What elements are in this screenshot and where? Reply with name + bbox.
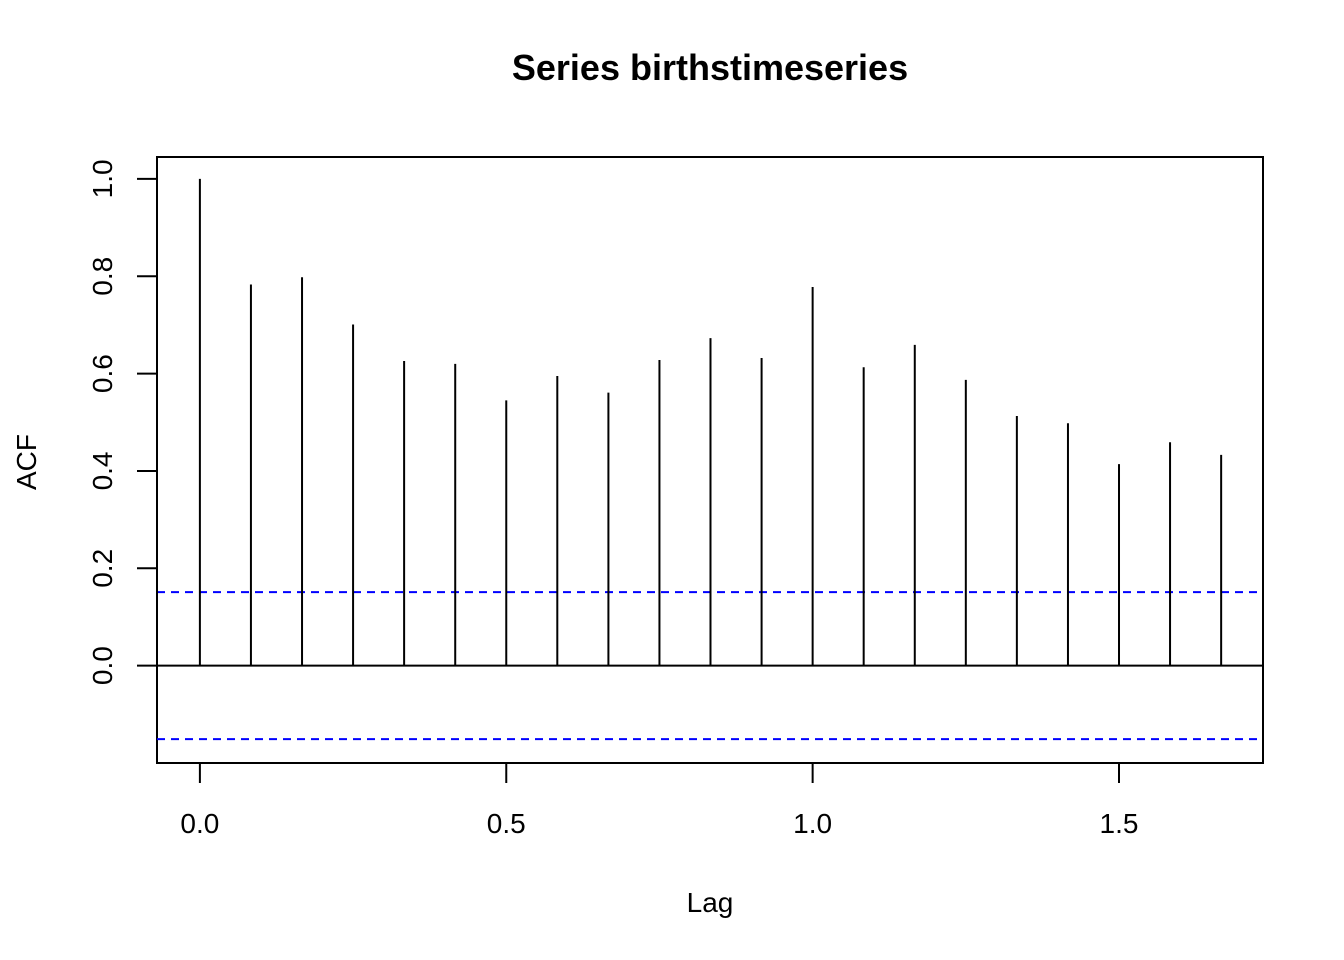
y-tick-label: 1.0 xyxy=(87,159,118,198)
y-tick-label: 0.0 xyxy=(87,646,118,685)
y-tick-label: 0.8 xyxy=(87,257,118,296)
x-axis-label: Lag xyxy=(687,887,734,918)
x-tick-label: 0.5 xyxy=(487,808,526,839)
plot-area: 0.0 0.5 1.0 1.5 0.0 0.2 0.4 0.6 0.8 1.0 xyxy=(87,156,1264,839)
y-tick-label: 0.4 xyxy=(87,451,118,490)
x-tick-label: 1.0 xyxy=(793,808,832,839)
y-tick-label: 0.2 xyxy=(87,549,118,588)
y-tick-label: 0.6 xyxy=(87,354,118,393)
x-tick-label: 1.5 xyxy=(1100,808,1139,839)
y-axis-label: ACF xyxy=(11,434,42,490)
x-tick-label: 0.0 xyxy=(180,808,219,839)
chart-title: Series birthstimeseries xyxy=(512,47,908,88)
